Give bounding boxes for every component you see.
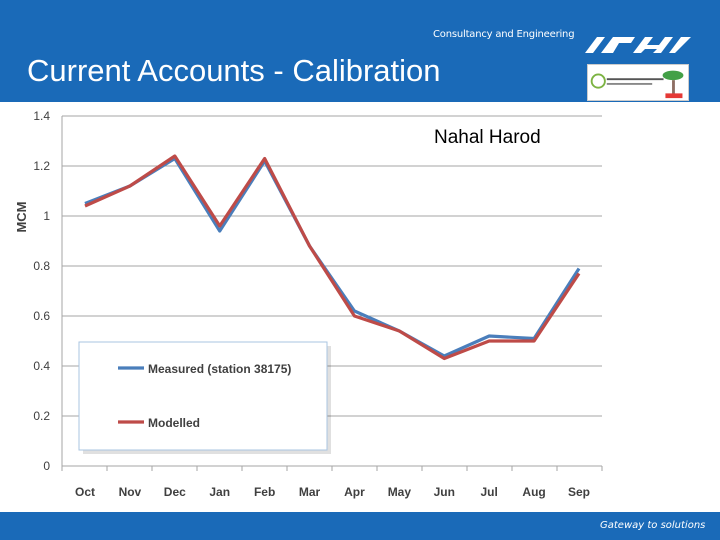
x-tick-label: Oct [75, 485, 95, 499]
x-tick-label: Mar [299, 485, 321, 499]
x-tick-label: Nov [119, 485, 142, 499]
y-tick-label: 0.8 [33, 259, 50, 273]
y-tick-label: 0.6 [33, 309, 50, 323]
x-tick-label: Aug [522, 485, 545, 499]
x-tick-label: Sep [568, 485, 590, 499]
leaf-icon [590, 73, 606, 89]
y-tick-label: 1.2 [33, 159, 50, 173]
x-tick-labels: Oct Nov Dec Jan Feb Mar Apr May Jun Jul Aug Sep [75, 485, 590, 499]
company-tagline: Consultancy and Engineering [433, 29, 575, 40]
line-chart: 0 0.2 0.4 0.6 0.8 1 1.2 1.4 Oct Nov Dec Jan Feb Mar A… [14, 109, 603, 499]
axes [61, 116, 603, 471]
y-tick-label: 1 [43, 209, 50, 223]
series-line-modelled [84, 154, 581, 361]
y-tick-label: 0 [43, 459, 50, 473]
legend-label: Measured (station 38175) [148, 362, 291, 376]
y-axis-label: MCM [14, 201, 29, 232]
x-tick-label: Dec [164, 485, 186, 499]
x-tick-label: Jul [481, 485, 498, 499]
x-tick-label: Feb [254, 485, 275, 499]
series-lines [84, 154, 581, 361]
legend-box [78, 341, 328, 451]
x-tick-label: Jun [434, 485, 455, 499]
y-tick-label: 0.4 [33, 359, 50, 373]
slide-title: Current Accounts - Calibration [27, 53, 441, 88]
y-tick-label: 0.2 [33, 409, 50, 423]
footer-bar [0, 512, 720, 540]
palm-tree-icon [662, 70, 684, 99]
legend-label: Modelled [148, 416, 200, 430]
footer-tagline: Gateway to solutions [600, 520, 706, 531]
series-line-measured [84, 156, 581, 358]
partner-logo [587, 64, 689, 101]
x-tick-label: Apr [344, 485, 365, 499]
legend: Measured (station 38175) Modelled [78, 341, 331, 454]
chart-title: Nahal Harod [434, 127, 541, 148]
company-logo-icon [585, 37, 691, 53]
x-tick-label: Jan [209, 485, 230, 499]
y-tick-labels: 0 0.2 0.4 0.6 0.8 1 1.2 1.4 [33, 109, 50, 473]
x-tick-label: May [388, 485, 412, 499]
y-tick-label: 1.4 [33, 109, 50, 123]
